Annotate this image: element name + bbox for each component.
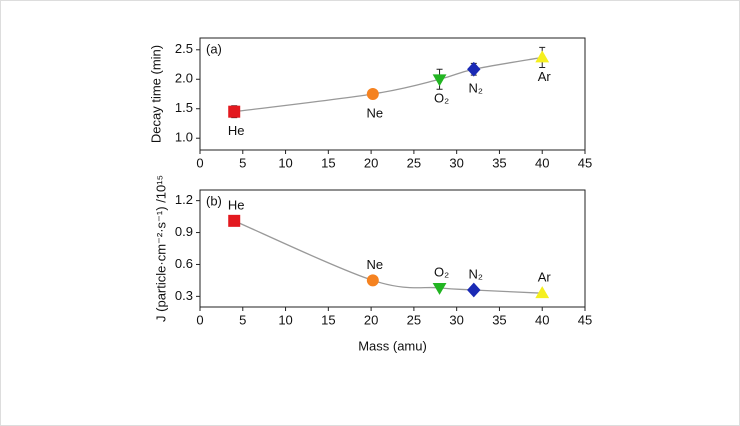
y-tick-label: 0.9: [175, 224, 193, 239]
panel-label: (b): [206, 193, 222, 208]
x-tick-label: 0: [196, 312, 203, 327]
fit-line: [234, 56, 543, 113]
data-point: [535, 50, 550, 63]
x-tick-label: 25: [407, 155, 421, 170]
data-point: [432, 282, 447, 295]
x-tick-label: 40: [535, 312, 549, 327]
y-tick-label: 1.2: [175, 192, 193, 207]
plot-frame: [199, 189, 586, 308]
data-point: [228, 105, 241, 118]
x-tick-label: 15: [321, 312, 335, 327]
data-point: [228, 214, 241, 227]
point-label: He: [228, 123, 245, 138]
point-label: Ne: [367, 105, 384, 120]
y-tick-label: 0.6: [175, 256, 193, 271]
y-tick-label: 0.3: [175, 288, 193, 303]
point-label: He: [228, 197, 245, 212]
x-tick-label: 40: [535, 155, 549, 170]
panel-label: (a): [206, 41, 222, 56]
x-tick-label: 45: [578, 312, 592, 327]
x-tick-label: 15: [321, 155, 335, 170]
point-label: Ne: [367, 257, 384, 272]
x-tick-label: 20: [364, 155, 378, 170]
y-axis-label: Decay time (min): [148, 45, 163, 143]
x-tick-label: 0: [196, 155, 203, 170]
x-tick-label: 10: [278, 312, 292, 327]
point-label: Ar: [538, 270, 552, 285]
point-label: O₂: [434, 91, 449, 106]
data-point: [432, 74, 447, 87]
x-tick-label: 45: [578, 155, 592, 170]
plot-frame: [199, 37, 586, 151]
data-point: [366, 274, 379, 287]
x-tick-label: 10: [278, 155, 292, 170]
data-point: [535, 286, 550, 299]
y-axis-label: J (particle·cm⁻²·s⁻¹) /10¹⁵: [153, 175, 168, 322]
y-tick-label: 1.0: [175, 130, 193, 145]
data-point: [467, 282, 481, 298]
point-label: N₂: [469, 266, 483, 281]
y-tick-label: 1.5: [175, 100, 193, 115]
fit-line: [233, 220, 543, 294]
point-label: Ar: [538, 69, 552, 84]
x-tick-label: 35: [492, 155, 506, 170]
x-tick-label: 30: [449, 155, 463, 170]
x-tick-label: 20: [364, 312, 378, 327]
data-point: [467, 61, 481, 77]
point-label: N₂: [469, 81, 483, 96]
y-tick-label: 2.0: [175, 71, 193, 86]
x-tick-label: 5: [239, 155, 246, 170]
x-tick-label: 5: [239, 312, 246, 327]
x-tick-label: 35: [492, 312, 506, 327]
x-axis-label: Mass (amu): [358, 338, 427, 353]
x-tick-label: 30: [449, 312, 463, 327]
data-point: [366, 88, 379, 100]
y-tick-label: 2.5: [175, 41, 193, 56]
x-tick-label: 25: [407, 312, 421, 327]
point-label: O₂: [434, 264, 449, 279]
